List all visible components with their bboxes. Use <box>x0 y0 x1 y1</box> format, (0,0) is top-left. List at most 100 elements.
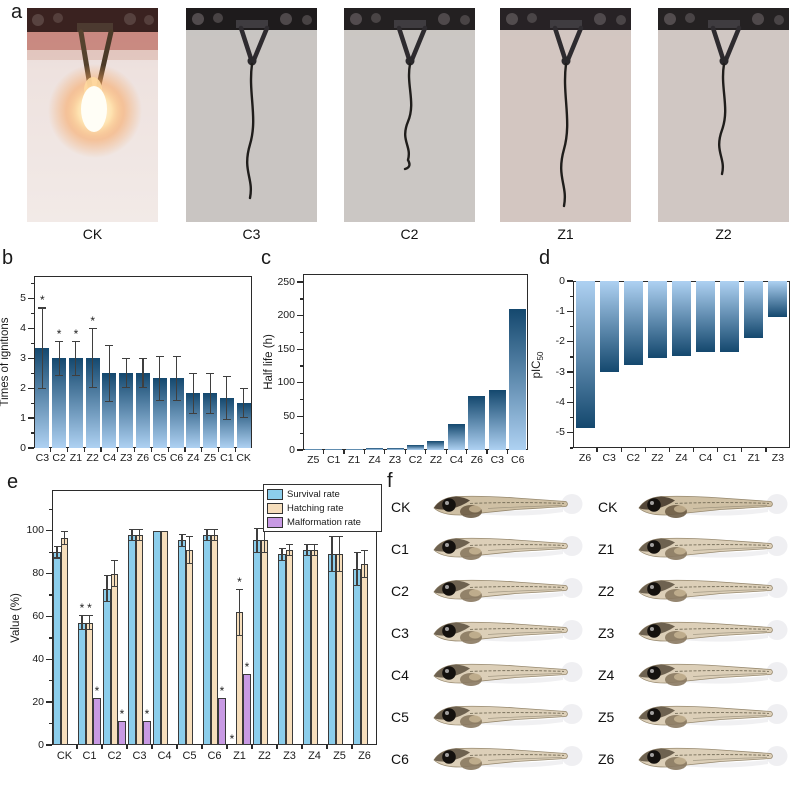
y-minor-tick <box>30 402 34 404</box>
error-bar-cap <box>53 545 61 547</box>
y-tick <box>567 371 573 373</box>
y-axis-title: Times of ignitions <box>0 317 11 407</box>
error-bar-cap <box>139 387 147 389</box>
error-bar-cap <box>38 388 47 390</box>
y-tick-label: -3 <box>555 365 565 378</box>
error-bar-cap <box>136 528 143 530</box>
zebrafish-larva-image <box>433 578 583 602</box>
error-bar-cap <box>278 559 286 561</box>
fish-row-Z4 <box>633 656 790 694</box>
y-minor-tick <box>569 417 573 419</box>
fish-row-C2 <box>428 572 585 610</box>
significance-star: * <box>119 707 125 722</box>
error-bar-cap <box>55 374 64 376</box>
error-bar-cap <box>128 528 136 530</box>
x-category-label-Z3: Z3 <box>120 452 133 464</box>
bar-C1-malformation <box>93 697 101 745</box>
error-bar-line <box>125 358 127 389</box>
error-bar-cap <box>122 358 131 360</box>
error-bar-cap <box>122 387 131 389</box>
x-category-label-Z5: Z5 <box>203 452 217 464</box>
y-tick-label: -1 <box>555 304 565 317</box>
bar-Z2-survival <box>253 540 261 745</box>
error-bar-cap <box>222 419 231 421</box>
photo-label-C3: C3 <box>242 226 261 242</box>
fish-row-Z1 <box>633 530 790 568</box>
error-bar-line <box>63 531 66 546</box>
y-tick <box>28 327 34 329</box>
x-tick <box>445 450 447 454</box>
x-category-label-Z3: Z3 <box>771 452 785 464</box>
bar-Z5-hatching <box>335 554 344 745</box>
y-minor-tick <box>48 594 52 596</box>
photo-label-Z1: Z1 <box>557 226 574 242</box>
y-minor-tick <box>48 508 52 511</box>
y-minor-tick <box>30 312 34 315</box>
x-category-label-C6: C6 <box>511 454 525 466</box>
x-category-label-C3: C3 <box>490 454 505 466</box>
y-tick <box>28 417 34 419</box>
bar-Z5-survival <box>328 554 336 745</box>
error-bar-cap <box>172 355 181 357</box>
bar-Z2 <box>427 440 445 450</box>
y-tick <box>297 415 303 418</box>
x-tick <box>343 450 345 454</box>
error-bar-line <box>256 527 258 554</box>
error-bar-cap <box>353 585 361 587</box>
error-bar-cap <box>128 540 136 542</box>
y-tick-label: 5 <box>20 291 26 304</box>
bar-Z5 <box>203 393 218 448</box>
fish-row-label-C5: C5 <box>391 709 409 725</box>
error-bar-cap <box>328 571 336 573</box>
error-bar-line <box>92 328 94 389</box>
charred-sample-photo <box>500 8 631 222</box>
bar-Z5 <box>304 449 322 450</box>
legend-swatch-hatching <box>267 502 283 514</box>
zebrafish-larva-image <box>433 662 583 686</box>
bar-Z4 <box>672 281 691 357</box>
error-bar-line <box>131 528 133 542</box>
zebrafish-larva-image <box>638 662 788 686</box>
y-minor-tick <box>299 331 303 334</box>
y-tick <box>28 447 34 449</box>
y-tick-label: 40 <box>32 652 44 665</box>
y-minor-tick <box>30 282 34 285</box>
error-bar-line <box>56 545 58 559</box>
error-bar-cap <box>38 307 47 309</box>
x-tick <box>150 448 153 452</box>
error-bar-cap <box>303 543 311 545</box>
error-bar-cap <box>236 588 243 590</box>
significance-star: * <box>79 601 85 616</box>
x-category-label-Z2: Z2 <box>429 454 443 466</box>
fish-row-label-C2: C2 <box>391 583 409 599</box>
panel-label-e: e <box>7 471 19 493</box>
x-tick <box>425 450 427 454</box>
legend-row: Malformation rate <box>267 515 377 529</box>
bar-C2-survival <box>103 588 111 745</box>
fish-row-label-Z3: Z3 <box>598 625 615 641</box>
legend-row: Survival rate <box>267 487 377 501</box>
fish-row-C4 <box>428 656 585 694</box>
x-tick <box>276 745 278 749</box>
error-bar-line <box>213 528 216 542</box>
fish-row-label-Z5: Z5 <box>598 709 615 725</box>
error-bar-line <box>288 543 291 557</box>
y-tick <box>46 615 52 618</box>
zebrafish-larva-image <box>433 536 583 560</box>
y-tick <box>297 449 303 451</box>
error-bar-line <box>238 588 241 636</box>
x-category-label-C1: C1 <box>723 452 737 464</box>
fish-row-C6 <box>428 740 585 778</box>
panel-label-f: f <box>387 470 393 492</box>
bar-Z2 <box>647 281 667 358</box>
error-bar-line <box>226 375 228 421</box>
error-bar-cap <box>336 571 343 573</box>
bar-C3-malformation <box>143 721 151 745</box>
bar-Z6 <box>468 396 486 450</box>
error-bar-cap <box>88 387 97 389</box>
zebrafish-larva-image <box>433 704 583 728</box>
bar-C1 <box>219 398 234 448</box>
panel-label-b: b <box>2 247 14 269</box>
x-tick <box>644 448 646 452</box>
x-tick <box>176 745 178 749</box>
